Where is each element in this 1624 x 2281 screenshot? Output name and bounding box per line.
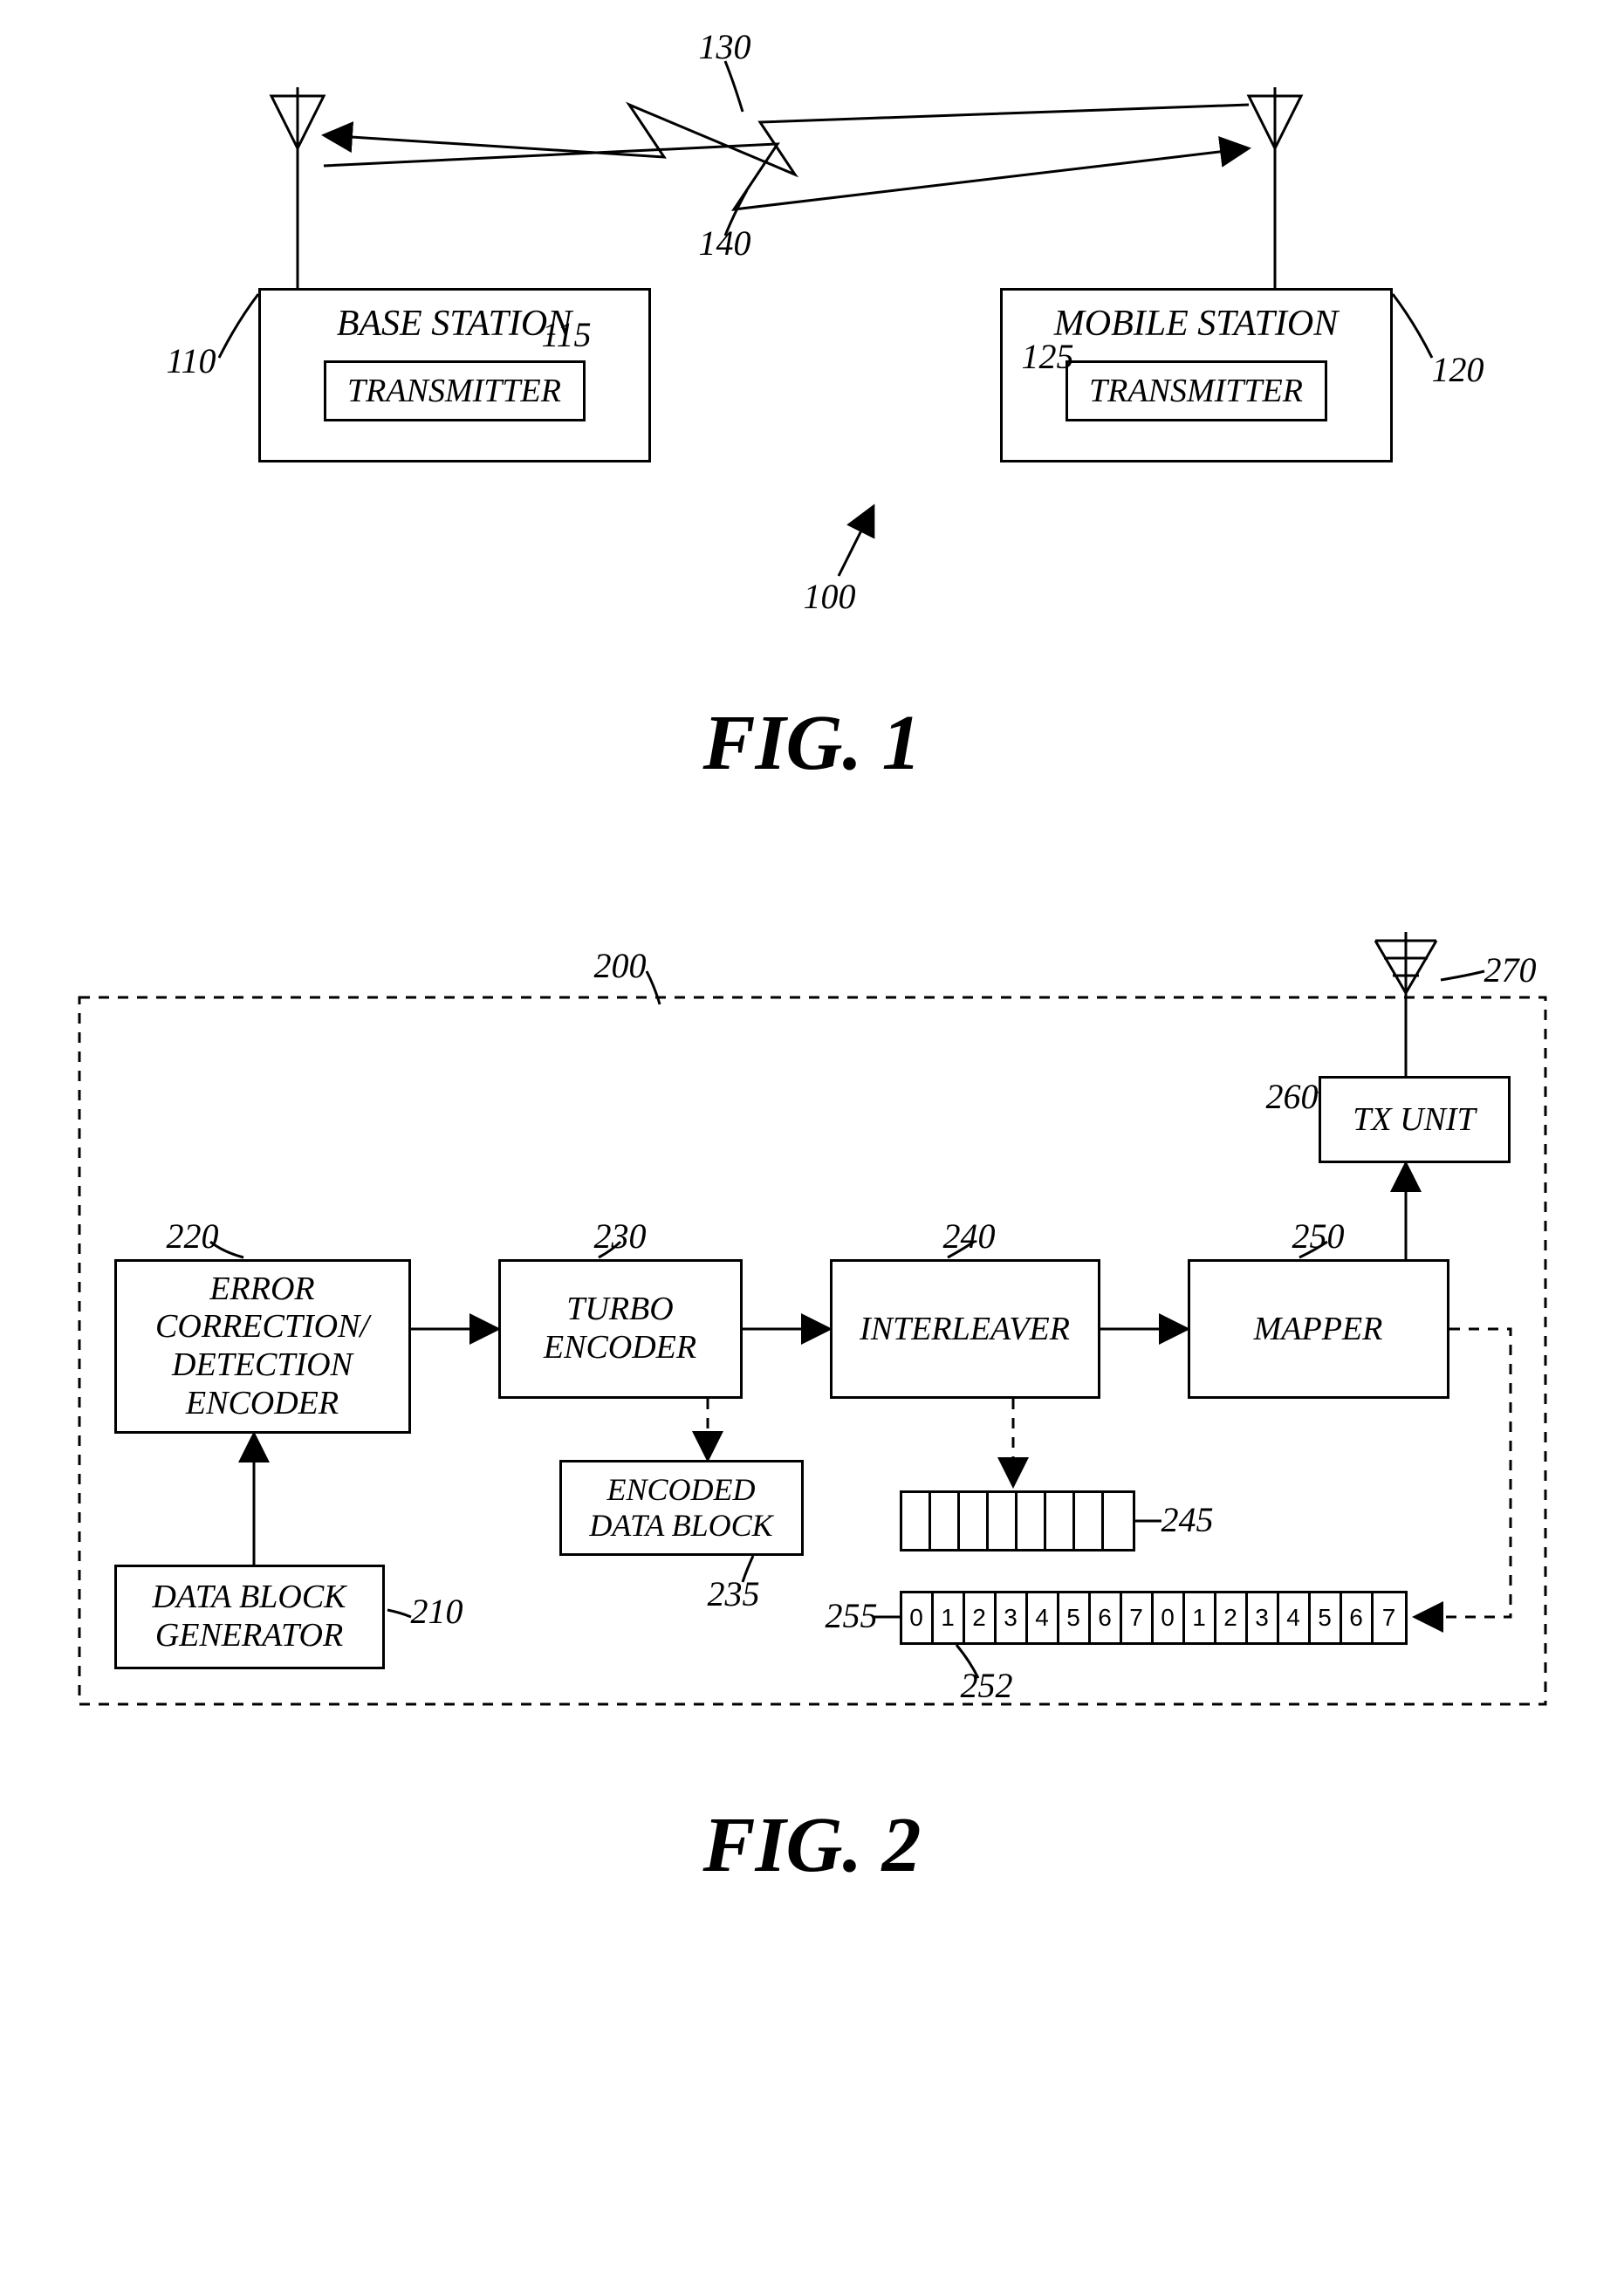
interleaver-label: INTERLEAVER xyxy=(860,1310,1070,1348)
mapper-box: MAPPER xyxy=(1188,1259,1449,1399)
ref-130: 130 xyxy=(699,26,751,67)
mobile-transmitter-box: TRANSMITTER xyxy=(1066,360,1327,421)
turbo-encoder-box: TURBO ENCODER xyxy=(498,1259,743,1399)
data-block-generator-box: DATA BLOCK GENERATOR xyxy=(114,1565,385,1669)
mapper-label: MAPPER xyxy=(1254,1310,1383,1348)
base-transmitter-box: TRANSMITTER xyxy=(324,360,586,421)
ref-252: 252 xyxy=(961,1665,1013,1706)
ref-235: 235 xyxy=(708,1573,760,1614)
base-station-title: BASE STATION xyxy=(337,303,572,345)
mobile-transmitter-label: TRANSMITTER xyxy=(1089,372,1303,410)
figure-1: BASE STATION TRANSMITTER MOBILE STATION … xyxy=(36,35,1589,663)
interleaver-box: INTERLEAVER xyxy=(830,1259,1100,1399)
buffer-255: 0 1 2 3 4 5 6 7 0 1 2 3 4 5 6 7 xyxy=(900,1591,1408,1645)
ref-210: 210 xyxy=(411,1591,463,1632)
error-encoder-label: ERROR CORRECTION/ DETECTION ENCODER xyxy=(155,1271,369,1423)
ref-125: 125 xyxy=(1022,336,1074,377)
base-transmitter-label: TRANSMITTER xyxy=(347,372,561,410)
fig1-caption: FIG. 1 xyxy=(35,698,1589,788)
ref-220: 220 xyxy=(167,1216,219,1257)
data-block-generator-label: DATA BLOCK GENERATOR xyxy=(152,1579,346,1654)
fig2-caption: FIG. 2 xyxy=(35,1800,1589,1890)
ref-110: 110 xyxy=(167,340,216,381)
mobile-antenna-icon xyxy=(1249,87,1301,288)
turbo-encoder-label: TURBO ENCODER xyxy=(544,1291,696,1367)
buffer-245 xyxy=(900,1490,1135,1551)
base-antenna-icon xyxy=(271,87,324,288)
encoded-data-block-label: ENCODED DATA BLOCK xyxy=(589,1472,772,1545)
mobile-station-title: MOBILE STATION xyxy=(1054,303,1339,345)
ref-100: 100 xyxy=(804,576,856,617)
ref-270: 270 xyxy=(1484,949,1537,990)
ref-115: 115 xyxy=(542,314,592,355)
ref-140: 140 xyxy=(699,223,751,264)
ref-260: 260 xyxy=(1266,1076,1319,1117)
tx-unit-box: TX UNIT xyxy=(1319,1076,1511,1163)
tx-unit-label: TX UNIT xyxy=(1353,1100,1475,1139)
ref-240: 240 xyxy=(943,1216,996,1257)
ref-120: 120 xyxy=(1432,349,1484,390)
ref-255: 255 xyxy=(826,1595,878,1636)
ref-230: 230 xyxy=(594,1216,647,1257)
tx-antenna-icon xyxy=(1375,932,1436,1076)
ref-250: 250 xyxy=(1292,1216,1345,1257)
encoded-data-block-box: ENCODED DATA BLOCK xyxy=(559,1460,804,1556)
ref-200: 200 xyxy=(594,945,647,986)
base-station-box: BASE STATION TRANSMITTER xyxy=(258,288,651,462)
error-encoder-box: ERROR CORRECTION/ DETECTION ENCODER xyxy=(114,1259,411,1434)
figure-2: ERROR CORRECTION/ DETECTION ENCODER DATA… xyxy=(36,893,1589,1765)
ref-245: 245 xyxy=(1161,1499,1214,1540)
